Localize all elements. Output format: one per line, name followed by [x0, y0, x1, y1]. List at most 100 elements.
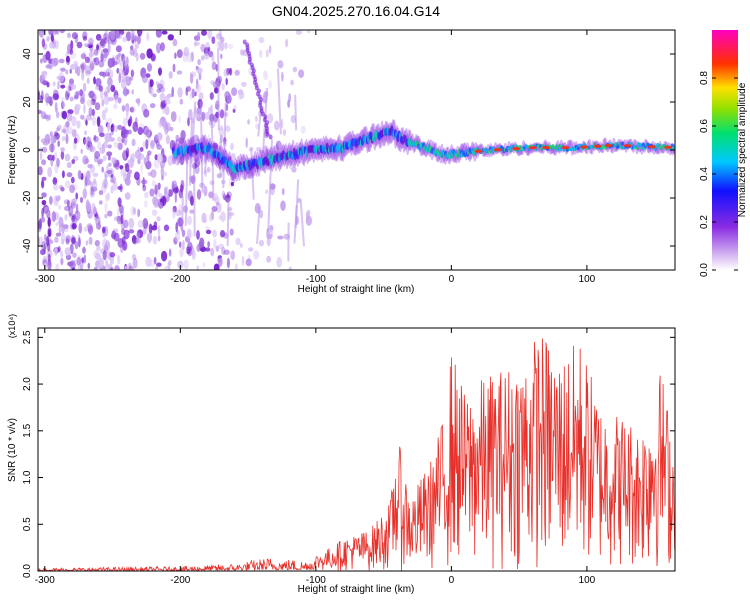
- spectrogram-blob: [121, 228, 126, 235]
- spectrogram-blob: [167, 155, 174, 166]
- spectrogram-blob: [94, 102, 101, 111]
- spectrogram-blob: [158, 193, 163, 199]
- spectrogram-blob: [68, 212, 73, 218]
- spectrogram-blob: [70, 40, 74, 50]
- spectrogram-blob: [142, 141, 146, 148]
- colorbar: 0.0 0.2 0.4 0.6 0.8 Normalized spectral ampl…: [699, 30, 748, 277]
- spectrogram-blob: [97, 124, 104, 135]
- bottom-y-tick-label: 0.5: [22, 517, 33, 531]
- spectrogram-blob: [175, 222, 178, 233]
- bottom-x-tick-label: 0: [449, 575, 455, 586]
- spectrogram-blob: [254, 115, 258, 123]
- spectrogram-blob: [298, 69, 305, 78]
- spectrogram-blob: [128, 262, 132, 269]
- spectrogram-blob: [63, 199, 71, 205]
- spectrogram-streak: [203, 148, 209, 175]
- spectrogram-blob: [86, 77, 90, 85]
- spectrogram-blob: [211, 36, 216, 44]
- spectrogram-blob: [206, 166, 211, 173]
- spectrogram-blob: [82, 82, 87, 92]
- spectrogram-blob: [81, 70, 85, 81]
- spectrogram-blob: [74, 241, 79, 250]
- spectrogram-blob: [139, 52, 146, 60]
- top-y-tick-label: 40: [22, 48, 33, 60]
- spectrogram-blob: [119, 59, 123, 69]
- spectrogram-blob: [211, 54, 215, 63]
- spectrogram-blob: [218, 127, 224, 137]
- spectrogram-blob: [165, 122, 171, 132]
- spectrogram-blob: [111, 39, 117, 46]
- spectrogram-blob: [45, 50, 51, 61]
- spectrogram-blob: [74, 103, 81, 112]
- spectrogram-blob: [124, 265, 129, 270]
- spectrogram-blob: [156, 42, 161, 54]
- spectrogram-blob: [277, 235, 284, 240]
- spectrogram-blob: [122, 117, 128, 127]
- spectrogram-blob: [53, 57, 59, 66]
- spectrogram-blob: [72, 197, 78, 204]
- spectrogram-blob: [268, 80, 273, 90]
- spectrogram-blob: [219, 109, 225, 119]
- spectrogram-blob: [285, 38, 289, 48]
- spectrogram-blob: [191, 247, 195, 253]
- spectrogram-blob: [79, 63, 85, 69]
- spectrogram-blob: [218, 243, 225, 250]
- top-x-tick-label: 0: [449, 274, 455, 285]
- spectrogram-blob: [198, 72, 202, 81]
- spectrogram-blob: [253, 250, 260, 260]
- spectrogram-blob: [157, 83, 164, 90]
- bottom-y-tick-label: 0.0: [22, 564, 33, 578]
- spectrogram-blob: [153, 221, 158, 228]
- spectrogram-blob: [196, 189, 202, 200]
- spectrogram-blob: [53, 212, 60, 221]
- spectrogram-blob: [145, 73, 151, 78]
- spectrogram-blob: [132, 121, 139, 133]
- spectrogram-blob: [213, 115, 217, 122]
- spectrogram-blob: [82, 50, 87, 60]
- spectrogram-blob: [61, 128, 66, 134]
- spectrogram-blob: [160, 42, 165, 52]
- spectrogram-blob: [39, 152, 43, 161]
- spectrogram-blob: [100, 53, 104, 62]
- spectrogram-blob: [97, 141, 102, 150]
- spectrogram-blob: [71, 267, 76, 270]
- spectrogram-blob: [107, 210, 113, 217]
- spectrogram-blob: [199, 237, 205, 248]
- snr-frame: [37, 327, 676, 572]
- spectrogram-blob: [159, 92, 166, 102]
- spectrogram-blob: [83, 226, 88, 232]
- spectrogram-blob: [82, 155, 89, 165]
- spectrogram-blob: [290, 79, 294, 86]
- spectrogram-blob: [230, 181, 234, 187]
- spectrogram-blob: [98, 200, 103, 205]
- spectrogram-blob: [103, 141, 108, 149]
- spectrogram-blob: [82, 246, 86, 254]
- spectrogram-blob: [91, 108, 96, 117]
- spectrogram-blob: [125, 163, 130, 173]
- spectrogram-blob: [202, 262, 206, 268]
- spectrogram-streak: [268, 134, 273, 140]
- spectrogram-blob: [63, 226, 69, 233]
- spectrogram-blob: [97, 159, 101, 167]
- spectrogram-blob: [114, 216, 119, 222]
- spectrogram-blob: [133, 238, 137, 245]
- spectrogram-blob: [191, 88, 195, 99]
- spectrogram-blob: [109, 267, 114, 270]
- spectrogram-blob: [122, 60, 126, 72]
- bottom-x-axis-label: Height of straight line (km): [298, 584, 415, 595]
- spectrogram-blob: [54, 102, 58, 112]
- spectrogram-blob: [72, 183, 78, 191]
- spectrogram-blob: [215, 201, 220, 206]
- spectrogram-blob: [70, 51, 77, 60]
- spectrogram-blob: [255, 146, 262, 152]
- spectrogram-blob: [60, 250, 63, 258]
- spectrogram-blob: [179, 98, 184, 105]
- spectrogram-blob: [198, 92, 204, 101]
- spectrogram-blob: [56, 194, 61, 201]
- spectrogram-blob: [164, 186, 169, 198]
- spectrogram-blob: [282, 129, 287, 136]
- spectrogram-blob: [47, 253, 51, 262]
- spectrogram-blob: [94, 240, 100, 247]
- spectrogram-blob: [69, 68, 72, 74]
